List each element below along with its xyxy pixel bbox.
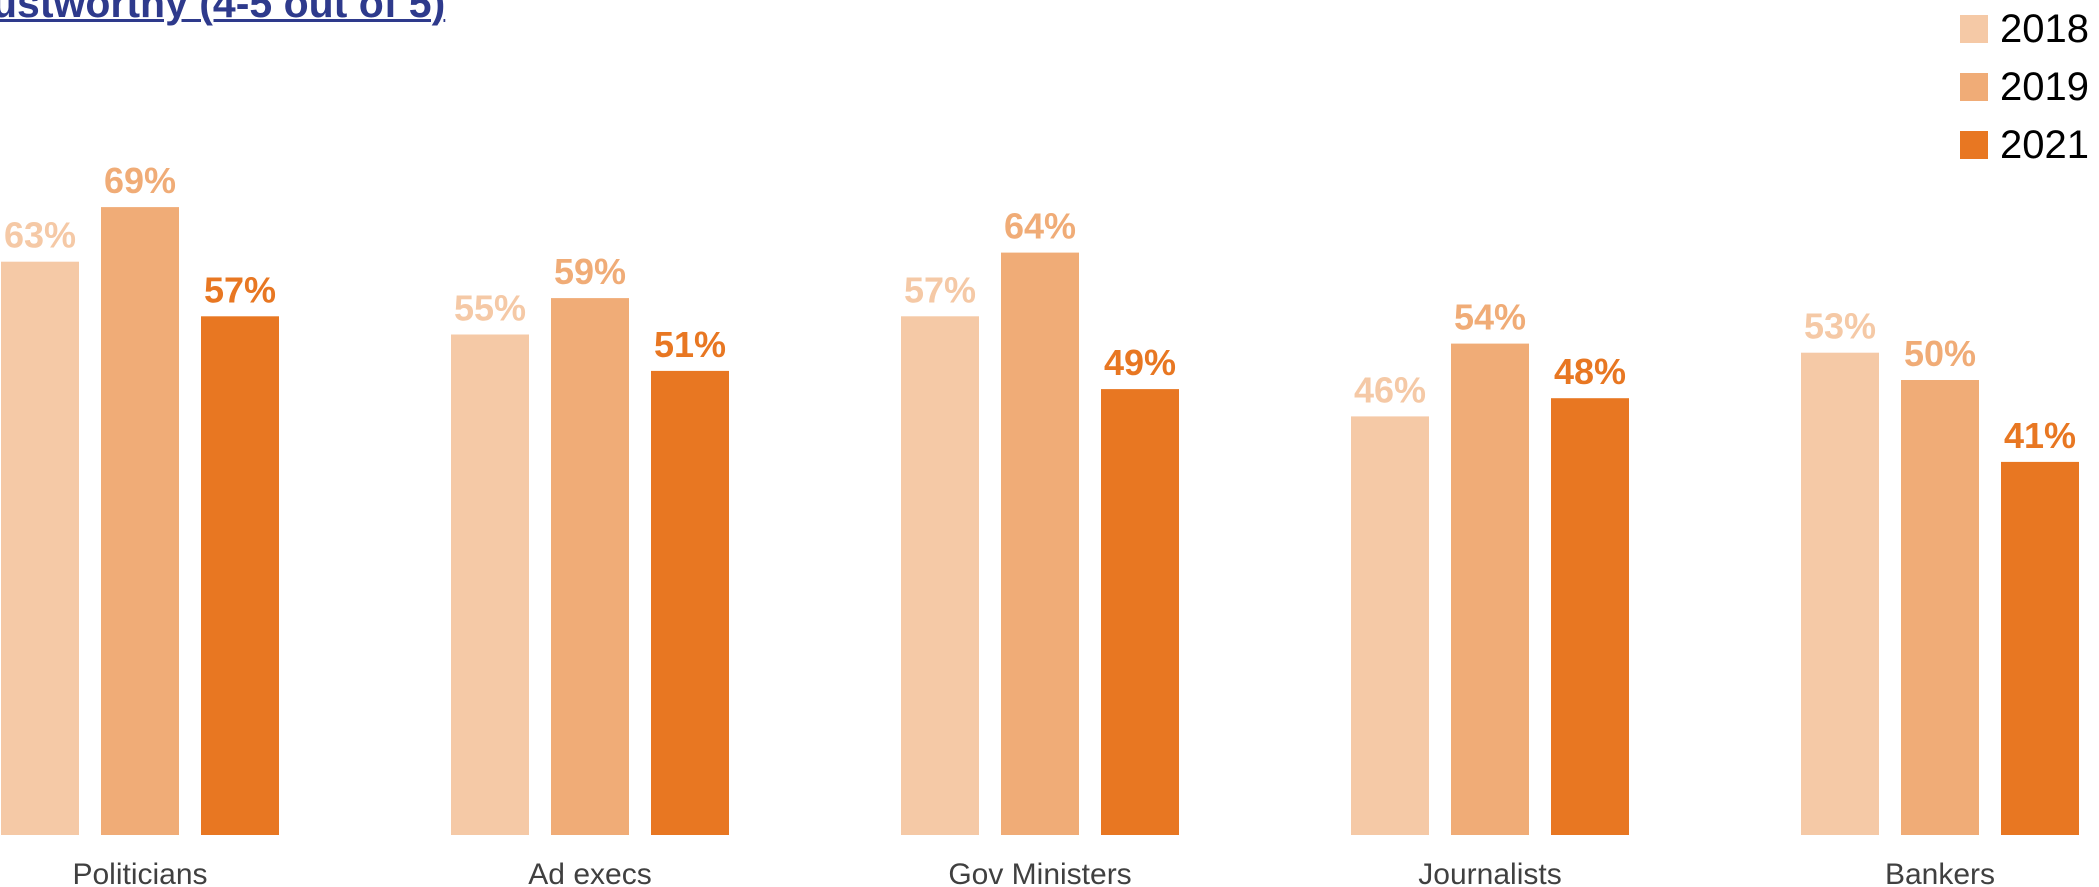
category-label-journalists: Journalists: [1418, 858, 1561, 887]
bar-2021-politicians: [201, 316, 279, 835]
chart-title: ustworthy (4-5 out of 5): [0, 0, 446, 26]
bar-2021-bankers: [2001, 461, 2079, 835]
bar-2018-ad-execs: [451, 334, 529, 835]
data-label-2018-gov-ministers: 57%: [904, 269, 976, 310]
category-label-gov-ministers: Gov Ministers: [948, 858, 1131, 887]
category-label-bankers: Bankers: [1885, 858, 1995, 887]
bar-2018-politicians: [1, 261, 79, 835]
bar-2018-journalists: [1351, 416, 1429, 835]
legend-label-2018: 2018: [2000, 6, 2089, 51]
data-label-2021-journalists: 48%: [1554, 351, 1626, 392]
data-label-2018-politicians: 63%: [4, 215, 76, 256]
category-label-ad-execs: Ad execs: [528, 858, 651, 887]
bar-2019-gov-ministers: [1001, 252, 1079, 836]
data-label-2019-bankers: 50%: [1904, 333, 1976, 374]
bar-2021-ad-execs: [651, 370, 729, 835]
data-label-2021-gov-ministers: 49%: [1104, 342, 1176, 383]
bar-2019-bankers: [1901, 380, 1979, 835]
category-label-politicians: Politicians: [72, 858, 207, 887]
bar-2018-bankers: [1801, 352, 1879, 835]
bar-2019-journalists: [1451, 343, 1529, 835]
legend-swatch-2021: [1960, 131, 1989, 159]
data-label-2021-ad-execs: 51%: [654, 324, 726, 365]
legend-label-2021: 2021: [2000, 122, 2089, 167]
legend-item-2021: 2021: [1960, 116, 2089, 174]
bar-2018-gov-ministers: [901, 316, 979, 835]
bar-2021-journalists: [1551, 398, 1629, 835]
data-label-2019-journalists: 54%: [1454, 297, 1526, 338]
legend-label-2019: 2019: [2000, 64, 2089, 109]
data-label-2018-bankers: 53%: [1804, 306, 1876, 347]
bar-2021-gov-ministers: [1101, 389, 1179, 835]
data-label-2019-gov-ministers: 64%: [1004, 206, 1076, 247]
data-label-2018-ad-execs: 55%: [454, 288, 526, 329]
legend-item-2019: 2019: [1960, 58, 2089, 116]
bar-2019-politicians: [101, 207, 179, 836]
data-label-2021-bankers: 41%: [2004, 415, 2076, 456]
legend-swatch-2019: [1960, 73, 1989, 101]
data-label-2019-politicians: 69%: [104, 160, 176, 201]
data-label-2019-ad-execs: 59%: [554, 251, 626, 292]
legend: 2018 2019 2021: [1960, 0, 2089, 174]
data-label-2018-journalists: 46%: [1354, 369, 1426, 410]
data-label-2021-politicians: 57%: [204, 269, 276, 310]
legend-swatch-2018: [1960, 15, 1989, 43]
bar-2019-ad-execs: [551, 298, 629, 836]
legend-item-2018: 2018: [1960, 0, 2089, 58]
